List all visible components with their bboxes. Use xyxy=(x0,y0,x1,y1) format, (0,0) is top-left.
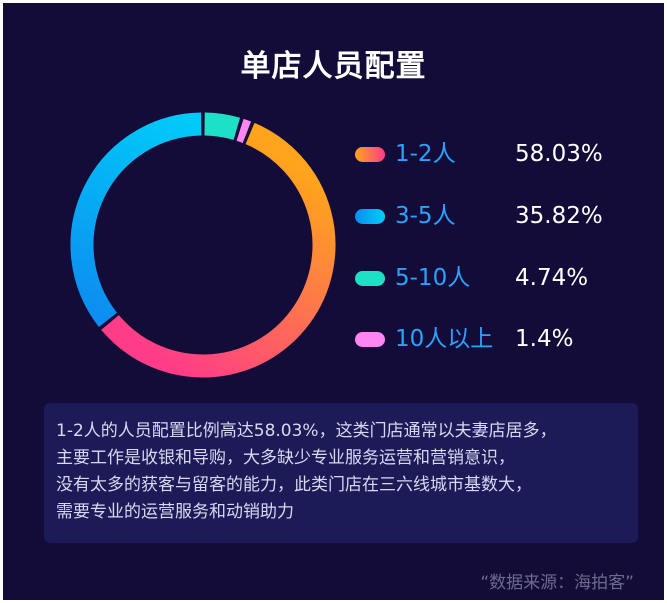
note-line: 需要专业的运营服务和动销助力 xyxy=(56,502,294,522)
data-label-5-10: 4.74% xyxy=(515,265,589,291)
donut-slice-10-plus xyxy=(236,118,252,143)
legend-item-3-5: 3-5人 35.82% xyxy=(355,197,655,237)
legend-label-1-2: 1-2人 xyxy=(395,141,456,167)
data-label-1-2: 58.03% xyxy=(515,141,603,167)
legend-swatch-3-5 xyxy=(355,209,385,224)
note-line: 没有太多的获客与留客的能力，此类门店在三六线城市基数大， xyxy=(56,475,532,495)
summary-note-text: 1-2人的人员配置比例高达58.03%，这类门店通常以夫妻店居多， 主要工作是收… xyxy=(56,418,630,526)
donut-slice-5-10 xyxy=(204,112,241,140)
note-line: 主要工作是收银和导购，大多缺少专业服务运营和营销意识， xyxy=(56,448,515,468)
summary-note-box: 1-2人的人员配置比例高达58.03%，这类门店通常以夫妻店居多， 主要工作是收… xyxy=(44,403,638,543)
legend-item-5-10: 5-10人 4.74% xyxy=(355,259,655,299)
legend-item-10-plus: 10人以上 1.4% xyxy=(355,320,655,360)
data-source-caption: “数据来源：海拍客” xyxy=(480,573,634,593)
legend-swatch-5-10 xyxy=(355,271,385,286)
legend-swatch-1-2 xyxy=(355,147,385,162)
infographic-panel: 单店人员配置 1-2人 58.03% 3-5人 35.82% 5-10人 4.7… xyxy=(3,3,664,600)
note-line: 1-2人的人员配置比例高达58.03%，这类门店通常以夫妻店居多， xyxy=(56,421,557,441)
data-label-3-5: 35.82% xyxy=(515,203,603,229)
donut-slice-3-5 xyxy=(70,112,202,327)
chart-title: 单店人员配置 xyxy=(240,49,427,84)
donut-slice-1-2 xyxy=(101,122,336,378)
legend-item-1-2: 1-2人 58.03% xyxy=(355,135,655,175)
donut-chart xyxy=(70,112,336,378)
data-label-10-plus: 1.4% xyxy=(515,326,574,352)
legend-swatch-10-plus xyxy=(355,332,385,347)
legend-label-10-plus: 10人以上 xyxy=(395,326,494,352)
legend-label-5-10: 5-10人 xyxy=(395,265,471,291)
legend-label-3-5: 3-5人 xyxy=(395,203,456,229)
